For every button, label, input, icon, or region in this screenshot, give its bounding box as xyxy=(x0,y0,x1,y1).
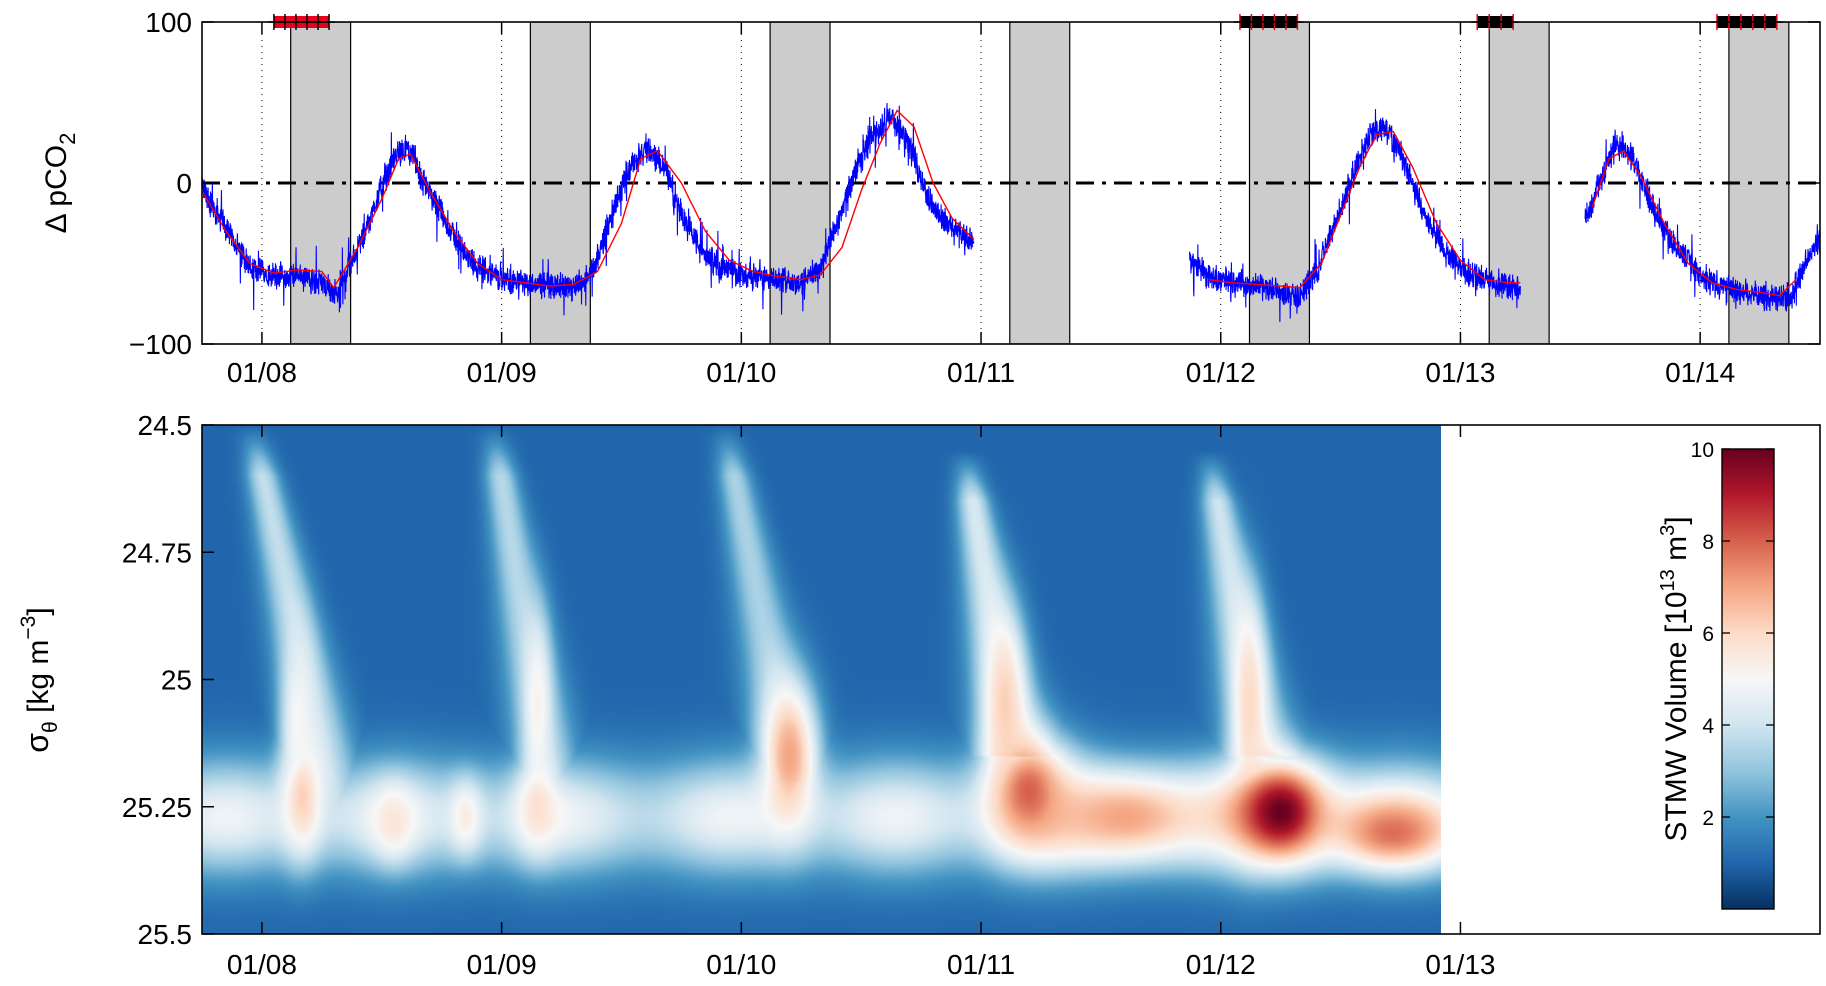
colorbar-label-exponent: 13 xyxy=(1657,569,1679,591)
pco2-x-ticks: 01/08 01/09 01/10 01/11 01/12 01/13 01/14 xyxy=(227,22,1735,388)
heatmap-y-tick-label: 25.5 xyxy=(138,919,193,950)
colorbar-label-unit-exponent: 3 xyxy=(1657,525,1679,536)
pco2-raw-line xyxy=(1584,129,1820,312)
colorbar-label-main: STMW Volume [10 xyxy=(1660,591,1693,841)
pco2-x-tick-label: 01/12 xyxy=(1186,357,1256,388)
sigma-symbol: σ xyxy=(19,733,55,753)
pco2-y-tick-label: −100 xyxy=(129,329,192,360)
heatmap-x-tick-label: 01/12 xyxy=(1186,949,1256,980)
pco2-smoothed-line xyxy=(1208,130,1521,289)
pco2-x-tick-label: 01/10 xyxy=(706,357,776,388)
sigma-unit-close: ] xyxy=(22,607,55,615)
heatmap-x-tick-label: 01/13 xyxy=(1425,949,1495,980)
heatmap-y-tick-label: 24.5 xyxy=(138,410,193,441)
sigma-theta-y-axis-label: σθ [kg m−3] xyxy=(17,607,62,752)
heatmap-x-tick-label: 01/11 xyxy=(947,949,1015,980)
colorbar-tick-label: 2 xyxy=(1702,807,1714,830)
pco2-y-tick-label: 100 xyxy=(145,7,192,38)
heatmap-y-tick-label: 25 xyxy=(161,665,192,696)
heatmap-x-tick-label: 01/08 xyxy=(227,949,297,980)
pco2-x-tick-label: 01/11 xyxy=(947,357,1015,388)
pco2-raw-line xyxy=(202,103,975,316)
heatmap-image xyxy=(202,425,1441,934)
colorbar-tick-label: 8 xyxy=(1702,531,1714,554)
heatmap-x-ticks: 01/08 01/09 01/10 01/11 01/12 01/13 xyxy=(227,425,1495,980)
pco2-ylabel-main: Δ pCO xyxy=(40,145,73,233)
colorbar-label-unit: m xyxy=(1660,536,1693,569)
sigma-subscript: θ xyxy=(39,721,62,733)
pco2-ylabel-subscript: 2 xyxy=(55,133,80,145)
pco2-smoothed-line xyxy=(202,109,975,289)
colorbar-tick-label: 6 xyxy=(1702,623,1714,646)
colorbar-label: STMW Volume [1013 m3] xyxy=(1657,516,1693,841)
stmw-heatmap-panel: 24.5 24.75 25 25.25 25.5 01/08 01/09 01/10 01/1… xyxy=(17,410,1821,980)
heatmap-x-tick-label: 01/10 xyxy=(706,949,776,980)
pco2-x-tick-label: 01/14 xyxy=(1665,357,1735,388)
heatmap-x-tick-label: 01/09 xyxy=(467,949,537,980)
sigma-unit: [kg m xyxy=(22,640,55,722)
pco2-x-tick-label: 01/13 xyxy=(1425,357,1495,388)
colorbar-tick-label: 10 xyxy=(1691,439,1714,462)
pco2-smoothed-line xyxy=(1591,149,1797,297)
heatmap-y-tick-label: 25.25 xyxy=(122,792,192,823)
colorbar-gradient xyxy=(1721,448,1775,910)
heatmap-y-tick-label: 24.75 xyxy=(122,537,192,568)
colorbar-label-close: ] xyxy=(1660,516,1693,524)
pco2-y-ticks: 100 0 −100 xyxy=(129,7,1820,360)
pco2-y-tick-label: 0 xyxy=(176,168,192,199)
colorbar-ticks: 2 4 6 8 10 xyxy=(1691,439,1774,830)
colorbar-tick-label: 4 xyxy=(1702,715,1714,738)
colorbar: 2 4 6 8 10 STMW Volume [1013 m3] xyxy=(1657,439,1775,910)
pco2-x-tick-label: 01/08 xyxy=(227,357,297,388)
pco2-series xyxy=(202,103,1820,322)
pco2-x-tick-label: 01/09 xyxy=(467,357,537,388)
pco2-y-axis-label: Δ pCO2 xyxy=(40,133,80,234)
sigma-unit-exponent: −3 xyxy=(17,616,40,640)
pco2-raw-line xyxy=(1189,109,1521,322)
heatmap-y-ticks: 24.5 24.75 25 25.25 25.5 xyxy=(122,410,214,950)
heatmap-raster xyxy=(202,425,1441,934)
